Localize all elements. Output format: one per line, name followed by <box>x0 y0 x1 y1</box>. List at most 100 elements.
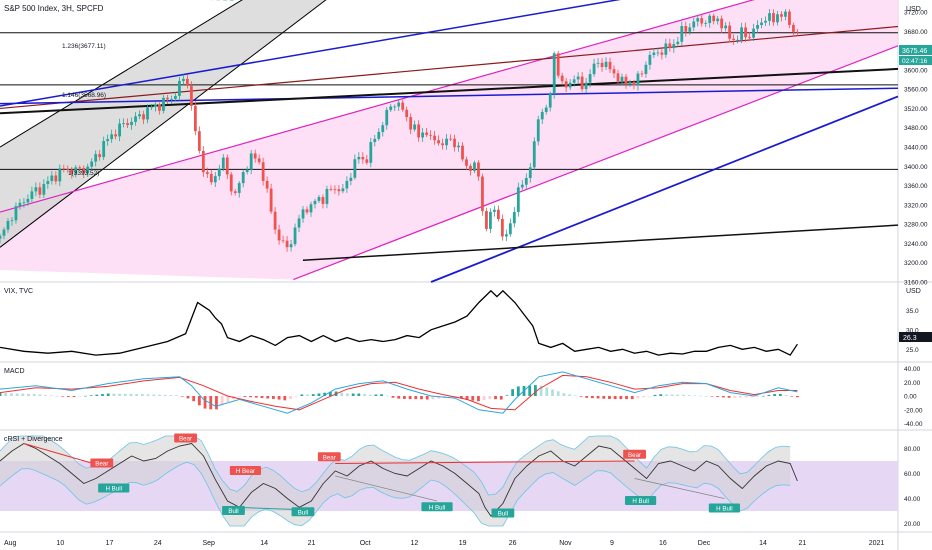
candle[interactable] <box>98 150 102 161</box>
candle[interactable] <box>796 29 799 36</box>
candle-body[interactable] <box>389 106 393 110</box>
vix-line[interactable] <box>0 289 798 356</box>
candle-body[interactable] <box>680 26 684 42</box>
candle-body[interactable] <box>552 53 556 94</box>
candle[interactable] <box>493 205 496 217</box>
candle[interactable] <box>38 182 42 199</box>
macd-histogram-bar[interactable] <box>710 396 714 397</box>
candle[interactable] <box>237 180 241 198</box>
divergence-line-hbull[interactable] <box>335 475 438 502</box>
candle-body[interactable] <box>98 154 102 158</box>
candle[interactable] <box>154 102 157 112</box>
candle[interactable] <box>664 38 668 58</box>
candle[interactable] <box>353 154 357 180</box>
macd-histogram-bar[interactable] <box>665 394 668 396</box>
candle[interactable] <box>556 50 560 79</box>
macd-histogram-bar[interactable] <box>158 394 161 396</box>
candle[interactable] <box>365 154 369 165</box>
candle-body[interactable] <box>493 209 496 212</box>
divergence-label[interactable]: Bull <box>291 507 315 516</box>
candle-body[interactable] <box>776 14 779 23</box>
candle-body[interactable] <box>14 206 18 221</box>
candle[interactable] <box>612 65 616 79</box>
candle[interactable] <box>74 165 78 178</box>
macd-histogram-bar[interactable] <box>437 396 440 399</box>
crsi-panel[interactable]: Bear Bear H Bull H Bear Bear Bull Bull H Bull Bu… <box>0 433 898 527</box>
candle[interactable] <box>592 58 596 77</box>
candle-body[interactable] <box>46 180 50 185</box>
candle-body[interactable] <box>449 138 452 140</box>
vix-panel[interactable] <box>0 289 798 356</box>
candle-body[interactable] <box>217 168 221 177</box>
candle[interactable] <box>473 160 476 174</box>
candle[interactable] <box>640 70 644 77</box>
macd-histogram-bar[interactable] <box>534 385 537 396</box>
candle[interactable] <box>309 201 313 217</box>
candle[interactable] <box>532 137 536 170</box>
candle-body[interactable] <box>162 97 165 111</box>
candle-body[interactable] <box>90 161 94 167</box>
divergence-line-hbull[interactable] <box>634 478 725 499</box>
candle-body[interactable] <box>764 20 767 23</box>
candle[interactable] <box>94 150 98 167</box>
candle-body[interactable] <box>66 168 70 170</box>
candle-body[interactable] <box>544 107 548 112</box>
candle[interactable] <box>317 194 321 204</box>
candle[interactable] <box>150 104 153 111</box>
candle-body[interactable] <box>381 125 385 132</box>
macd-line[interactable] <box>0 371 798 414</box>
macd-histogram-bar[interactable] <box>750 396 754 398</box>
candle[interactable] <box>257 154 261 165</box>
macd-histogram-bar[interactable] <box>84 395 87 397</box>
candle[interactable] <box>385 107 389 130</box>
divergence-label[interactable]: H Bear <box>229 466 262 475</box>
candle-body[interactable] <box>233 191 237 193</box>
candle[interactable] <box>2 227 6 240</box>
macd-histogram-bar[interactable] <box>351 393 355 396</box>
candle-body[interactable] <box>74 167 78 174</box>
candle[interactable] <box>189 81 193 111</box>
macd-histogram-bar[interactable] <box>289 396 292 400</box>
candle[interactable] <box>760 17 763 29</box>
candle-body[interactable] <box>596 62 600 64</box>
resistance-trendline-red[interactable] <box>0 25 899 110</box>
candle-body[interactable] <box>357 156 361 160</box>
candle[interactable] <box>265 176 269 193</box>
candle-body[interactable] <box>6 220 10 230</box>
macd-histogram-bar[interactable] <box>123 393 127 396</box>
macd-histogram-bar[interactable] <box>596 396 600 399</box>
candle[interactable] <box>10 217 14 226</box>
candle-body[interactable] <box>584 82 588 90</box>
macd-histogram-bar[interactable] <box>562 393 566 396</box>
macd-signal-line[interactable] <box>0 374 798 411</box>
candle-body[interactable] <box>58 168 62 182</box>
macd-histogram-bar[interactable] <box>408 396 412 400</box>
macd-histogram-bar[interactable] <box>539 385 543 396</box>
macd-histogram-bar[interactable] <box>317 393 321 396</box>
macd-histogram-bar[interactable] <box>38 394 42 396</box>
candle-body[interactable] <box>640 73 644 75</box>
macd-histogram-bar[interactable] <box>32 394 36 396</box>
candle[interactable] <box>568 79 572 91</box>
candle[interactable] <box>748 32 751 42</box>
candle-body[interactable] <box>604 61 608 68</box>
candle-body[interactable] <box>780 14 783 17</box>
macd-histogram-bar[interactable] <box>44 394 47 396</box>
candle-body[interactable] <box>748 37 751 38</box>
candle-body[interactable] <box>178 80 181 96</box>
macd-histogram-bar[interactable] <box>220 396 224 406</box>
candle-body[interactable] <box>481 176 484 212</box>
blue-trendline-upper[interactable] <box>0 0 659 107</box>
macd-histogram-bar[interactable] <box>699 395 702 397</box>
candle[interactable] <box>34 182 38 197</box>
candle[interactable] <box>500 214 504 241</box>
candle-body[interactable] <box>692 21 696 28</box>
candle-body[interactable] <box>401 102 405 110</box>
macd-histogram-bar[interactable] <box>465 396 469 401</box>
macd-histogram-bar[interactable] <box>659 394 663 396</box>
macd-histogram-bar[interactable] <box>397 396 401 399</box>
macd-histogram-bar[interactable] <box>545 387 549 396</box>
candle[interactable] <box>193 101 197 136</box>
macd-histogram-bar[interactable] <box>625 396 628 400</box>
